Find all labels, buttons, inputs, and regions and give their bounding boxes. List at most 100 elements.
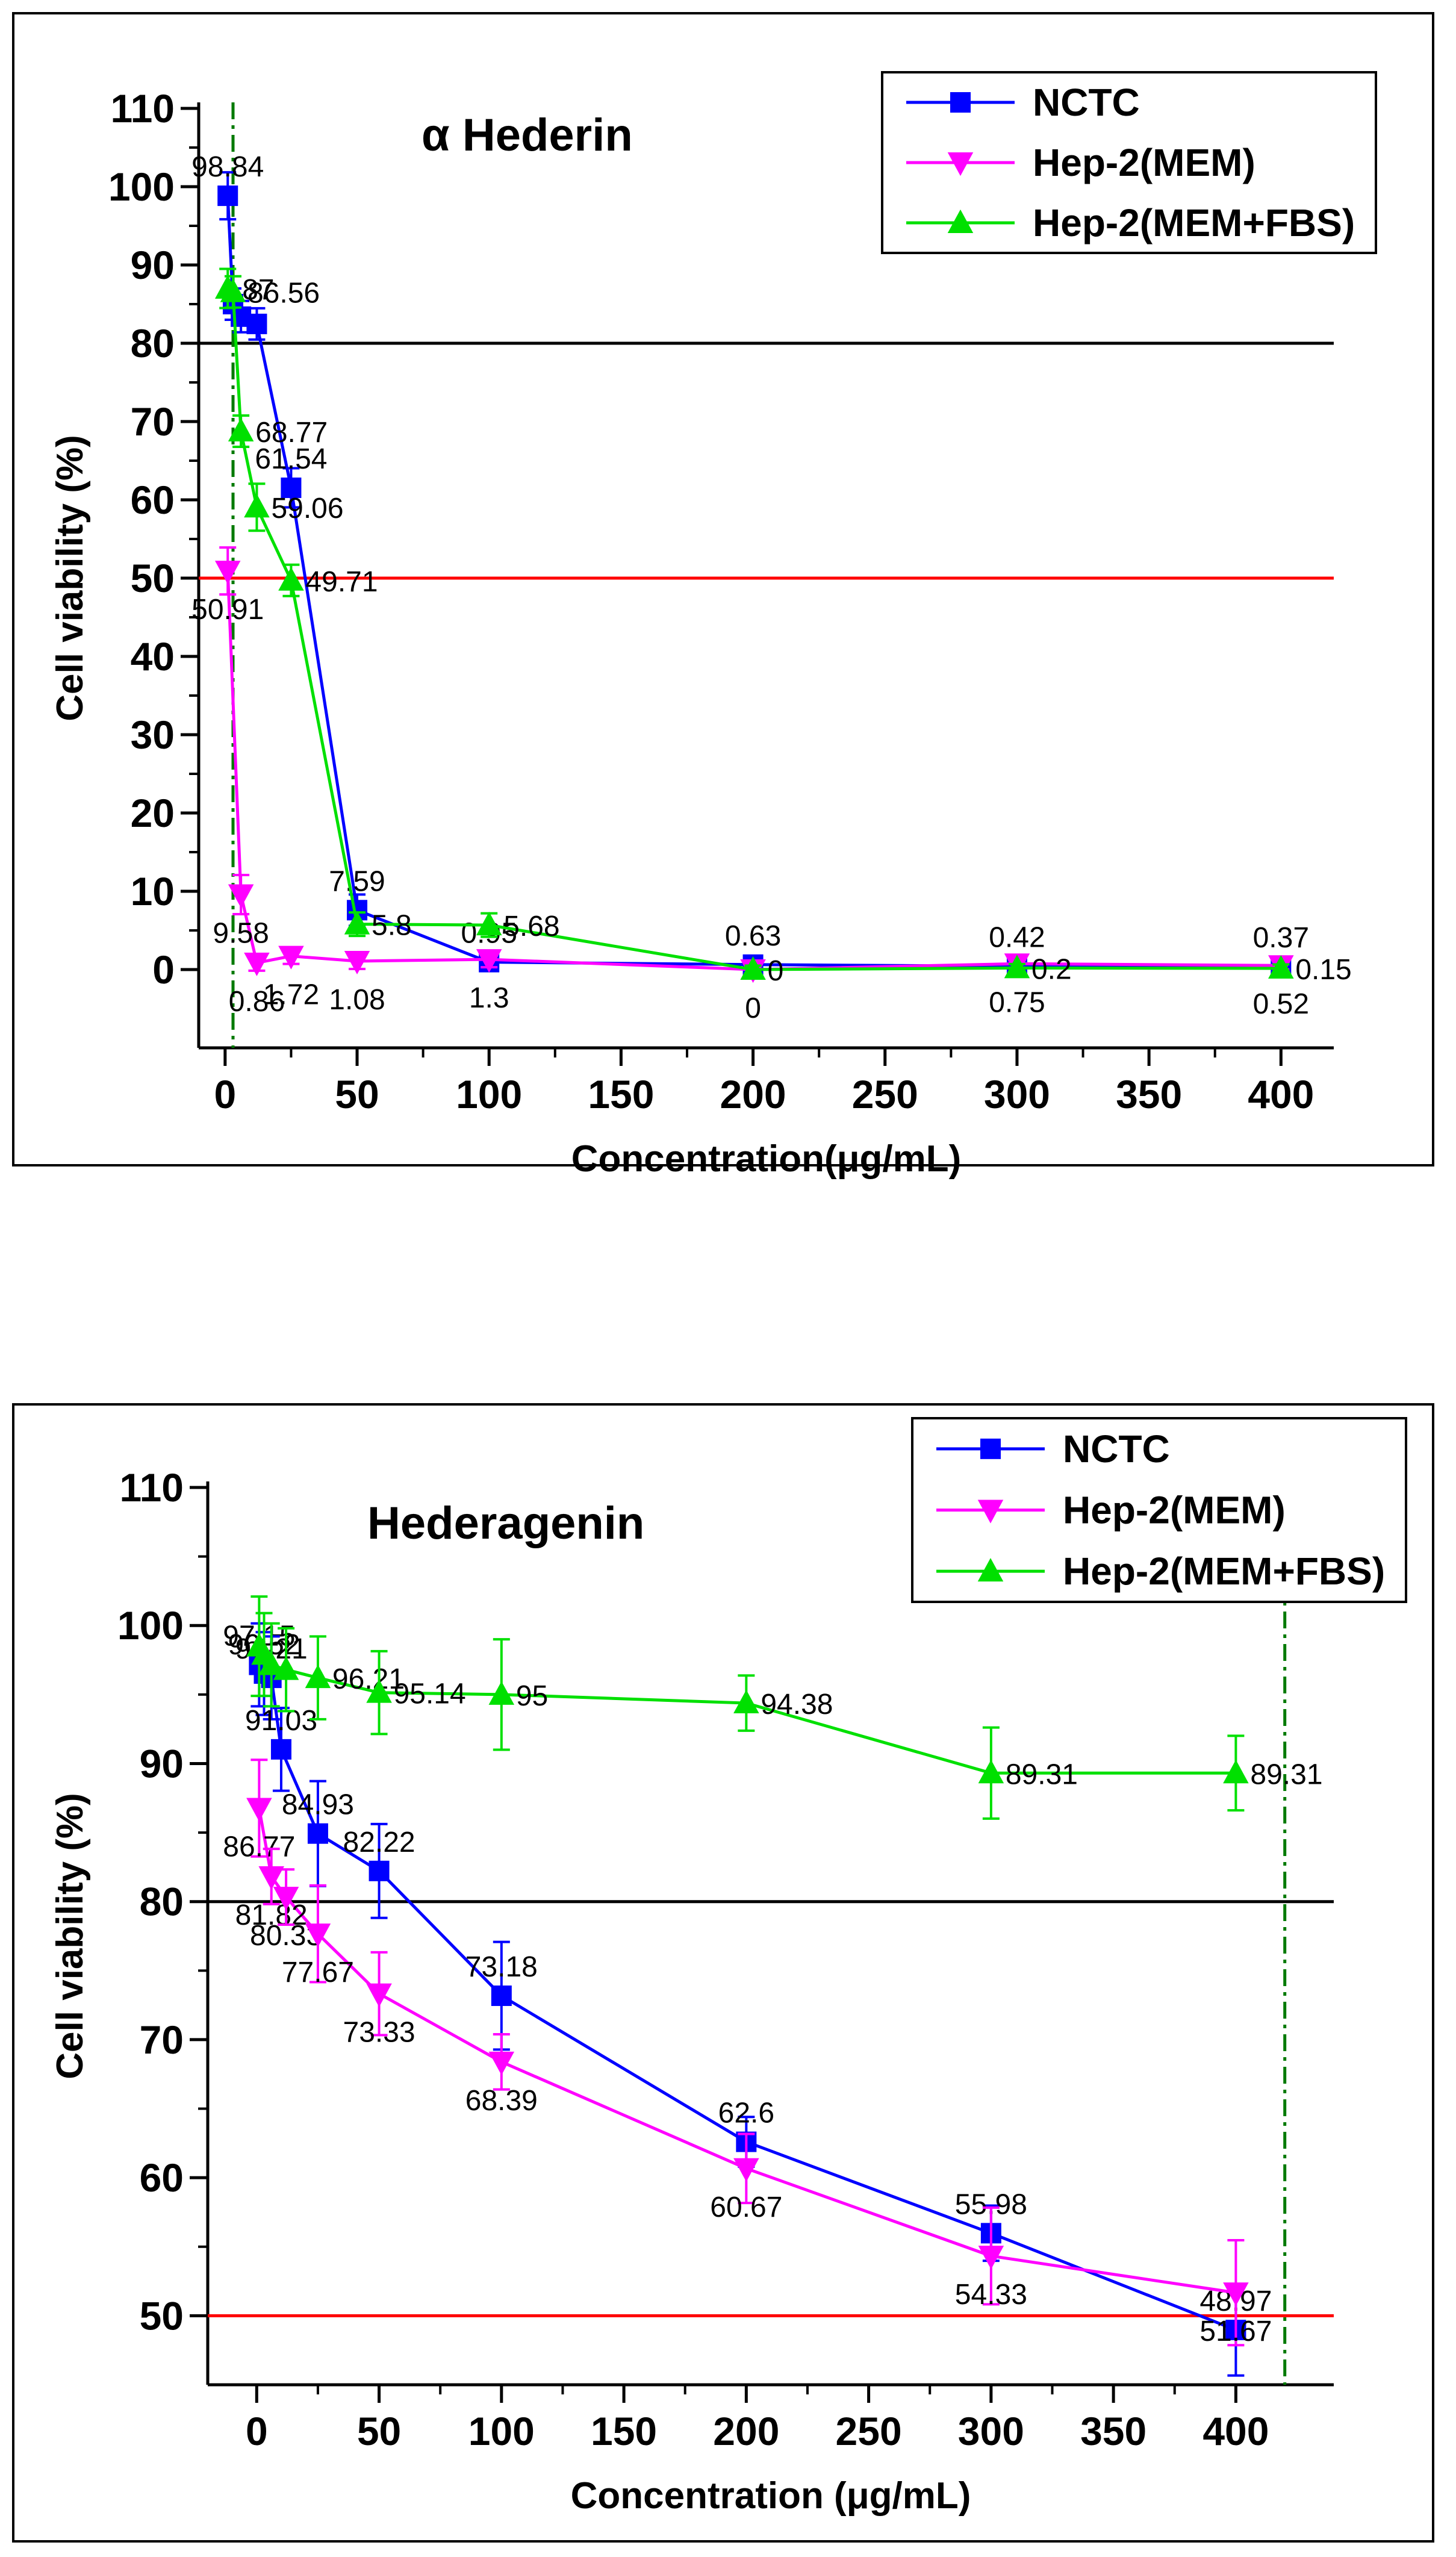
y-axis-title: Cell viability (%) (49, 435, 91, 721)
legend-marker (947, 152, 974, 176)
data-label: 60.67 (710, 2191, 782, 2223)
data-point (307, 1823, 328, 1844)
data-point (228, 417, 254, 441)
data-label: 51.67 (1199, 2316, 1272, 2347)
legend: NCTC Hep-2(MEM) Hep-2(MEM+FBS) (881, 71, 1377, 254)
x-tick-label: 400 (1248, 1072, 1314, 1117)
data-point (220, 278, 246, 302)
legend-marker (977, 1558, 1004, 1582)
x-tick-label: 250 (836, 2409, 902, 2453)
data-point (488, 1681, 515, 1705)
y-tick-label: 50 (131, 556, 175, 600)
x-axis-title: Concentration(μg/mL) (571, 1138, 962, 1180)
data-label: 0.42 (989, 922, 1045, 954)
data-point (978, 2246, 1004, 2270)
data-point (733, 2158, 759, 2182)
x-tick-label: 300 (958, 2409, 1024, 2453)
data-label: 50.91 (191, 594, 264, 626)
x-tick-label: 0 (246, 2409, 268, 2453)
data-label: 7.59 (329, 865, 385, 897)
data-label: 54.33 (955, 2279, 1027, 2311)
legend-label: Hep-2(MEM) (1033, 141, 1255, 184)
data-label: 0.2 (1031, 953, 1072, 985)
legend-label: Hep-2(MEM) (1063, 1489, 1286, 1532)
data-label: 49.71 (305, 566, 378, 598)
data-label: 9.58 (213, 917, 269, 949)
data-point (1223, 2282, 1249, 2306)
data-point (733, 1689, 759, 1714)
data-label: 0.37 (1253, 922, 1309, 954)
data-point (273, 1887, 299, 1911)
y-tick-label: 90 (140, 1741, 184, 1786)
data-label: 84.93 (282, 1789, 354, 1821)
x-tick-label: 50 (357, 2409, 401, 2453)
x-tick-label: 150 (588, 1072, 654, 1117)
data-point (278, 567, 304, 591)
y-tick-label: 40 (131, 634, 175, 679)
data-point (476, 949, 502, 973)
x-tick-label: 300 (984, 1072, 1050, 1117)
x-tick-label: 100 (456, 1072, 522, 1117)
data-point (369, 1860, 390, 1881)
data-point (278, 945, 304, 970)
data-label: 0 (745, 992, 761, 1024)
data-point (366, 1679, 392, 1703)
data-point (1268, 955, 1294, 979)
data-label: 89.31 (1250, 1758, 1322, 1790)
data-label: 73.33 (343, 2017, 415, 2049)
data-point (228, 884, 254, 908)
data-point (1223, 1760, 1249, 1784)
data-label: 68.39 (465, 2085, 538, 2117)
x-tick-label: 250 (852, 1072, 918, 1117)
legend-marker (977, 1500, 1004, 1524)
y-tick-label: 0 (152, 947, 175, 992)
data-label: 1.3 (469, 982, 509, 1014)
data-label: 0.86 (229, 986, 285, 1018)
series-line (226, 287, 1281, 971)
legend-label: Hep-2(MEM+FBS) (1033, 201, 1355, 244)
chart-frame (12, 1403, 1434, 2543)
legend-label: NCTC (1033, 81, 1140, 124)
y-tick-label: 100 (108, 164, 175, 209)
data-label: 0.52 (1253, 988, 1309, 1020)
legend-marker (947, 209, 974, 233)
data-label: 0.75 (989, 986, 1045, 1018)
legend-item-hep-2-mem-fbs-: Hep-2(MEM+FBS) (936, 1549, 1385, 1593)
data-label: 0.15 (1295, 954, 1351, 986)
y-tick-label: 70 (140, 2017, 184, 2062)
series-hep-2-mem-: 86.7781.8280.3377.6773.3368.3960.6754.33… (223, 1758, 1272, 2347)
data-label: 86.56 (247, 278, 320, 310)
data-point (344, 911, 370, 935)
y-tick-label: 20 (131, 791, 175, 835)
data-label: 95 (516, 1680, 548, 1712)
data-point (246, 313, 267, 334)
data-point (344, 950, 370, 975)
series-line (258, 1664, 1237, 2332)
legend-label: NCTC (1063, 1427, 1170, 1471)
x-tick-label: 100 (468, 2409, 535, 2453)
data-point (281, 477, 302, 498)
y-tick-label: 60 (131, 478, 175, 522)
x-axis-title: Concentration (μg/mL) (571, 2475, 971, 2517)
data-label: 5.68 (503, 911, 559, 942)
y-axis-title: Cell viability (%) (49, 1793, 91, 2079)
data-point (273, 1656, 299, 1680)
y-tick-label: 70 (131, 399, 175, 444)
y-tick-label: 90 (131, 243, 175, 287)
chart-hederagenin: 50 60 70 80 90 100 110 0 50 100 150 200 250 300 350 400… (12, 1403, 1434, 2543)
y-tick-label: 30 (131, 712, 175, 757)
y-tick-label: 110 (111, 86, 175, 131)
y-tick-label: 80 (131, 321, 175, 366)
data-label: 1.08 (329, 984, 385, 1016)
data-label: 1.72 (263, 979, 319, 1011)
legend-item-hep-2-mem-: Hep-2(MEM) (936, 1489, 1286, 1532)
data-point (476, 912, 502, 936)
y-tick-label: 50 (140, 2293, 184, 2338)
data-label: 87 (242, 274, 274, 306)
data-label: 77.67 (282, 1957, 354, 1989)
data-point (214, 561, 241, 585)
data-label: 5.8 (372, 910, 412, 942)
